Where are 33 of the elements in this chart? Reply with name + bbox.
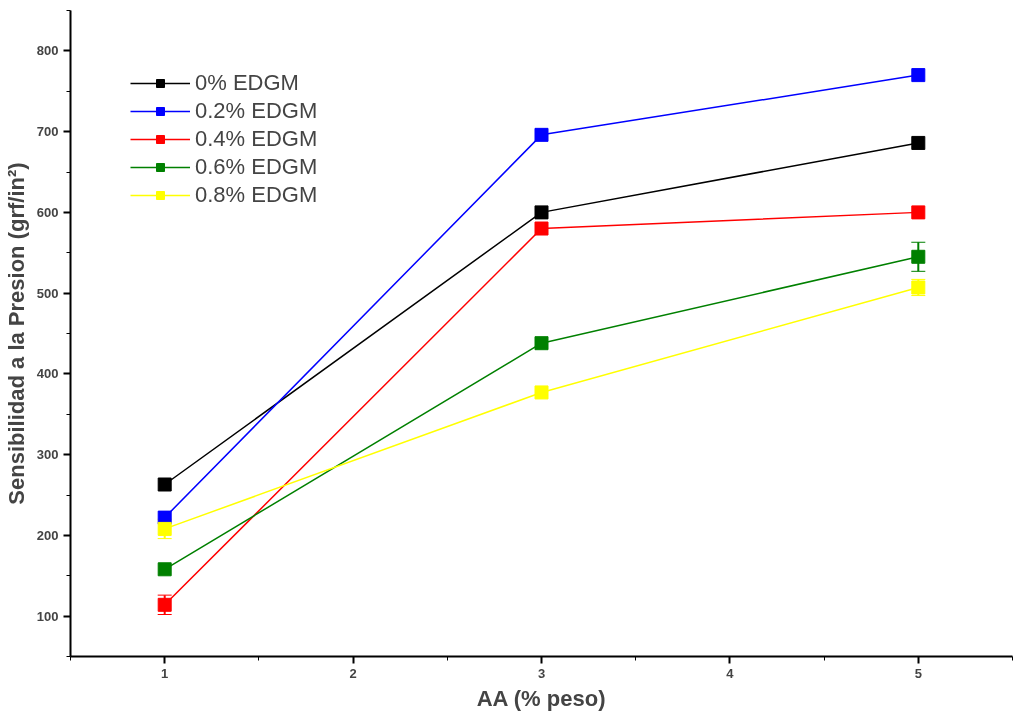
x-tick-label: 1 <box>161 665 169 681</box>
legend-label: 0.2% EDGM <box>195 98 318 124</box>
point <box>911 249 926 264</box>
y-tick-label: 700 <box>36 124 59 140</box>
legend-label: 0% EDGM <box>195 70 299 96</box>
point <box>911 135 926 150</box>
legend-label: 0.8% EDGM <box>195 182 318 208</box>
y-axis-title: Sensibilidad a la Presion (grf/in²) <box>3 162 29 505</box>
point <box>534 205 549 220</box>
y-tick-label: 400 <box>36 366 59 382</box>
x-tick-label: 4 <box>726 665 735 681</box>
legend-label: 0.6% EDGM <box>195 154 318 180</box>
point <box>157 597 172 612</box>
legend-label: 0.4% EDGM <box>195 126 318 152</box>
x-axis-title: AA (% peso) <box>476 685 606 711</box>
point <box>534 221 549 236</box>
x-tick-label: 5 <box>914 665 922 681</box>
point <box>534 385 549 400</box>
y-tick-label: 200 <box>36 527 59 543</box>
y-tick-label: 100 <box>36 608 59 624</box>
point <box>157 521 172 536</box>
point <box>534 127 549 142</box>
point <box>911 205 926 220</box>
y-tick-label: 600 <box>36 204 59 220</box>
y-tick-label: 300 <box>36 447 59 463</box>
x-tick-label: 3 <box>537 665 546 681</box>
point <box>534 336 549 351</box>
point <box>911 68 926 83</box>
y-tick-label: 500 <box>36 285 59 301</box>
y-tick-label: 800 <box>36 43 59 59</box>
point <box>157 477 172 492</box>
point <box>157 562 172 577</box>
x-tick-label: 2 <box>349 665 357 681</box>
